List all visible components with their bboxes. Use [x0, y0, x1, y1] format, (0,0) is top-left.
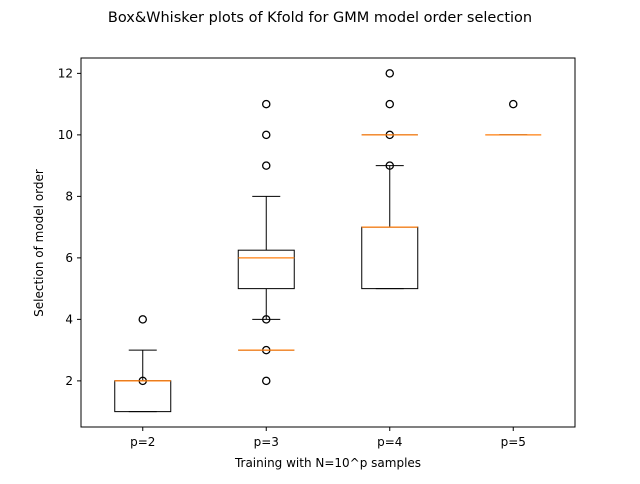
- box-iqr: [114, 380, 172, 413]
- y-tick-label: 2: [65, 374, 73, 388]
- box-iqr: [237, 249, 295, 290]
- outlier-point: [385, 99, 394, 109]
- y-tick-label: 12: [58, 66, 73, 80]
- outlier-point: [261, 130, 271, 140]
- y-axis-label: Selection of model order: [32, 169, 46, 317]
- box-iqr: [361, 226, 419, 290]
- y-tick-label: 8: [65, 189, 73, 203]
- outlier-point: [385, 69, 394, 78]
- y-tick-label: 10: [58, 128, 73, 142]
- x-axis-label: Training with N=10^p samples: [234, 456, 421, 470]
- outlier-point: [261, 161, 271, 170]
- outlier-point: [138, 315, 147, 324]
- y-tick-label: 4: [65, 312, 73, 326]
- x-tick-label: p=4: [377, 435, 402, 449]
- chart-title: Box&Whisker plots of Kfold for GMM model…: [108, 10, 532, 26]
- outlier-point: [508, 99, 518, 109]
- outlier-point: [261, 376, 271, 386]
- outlier-point: [385, 161, 394, 170]
- outlier-point: [261, 315, 271, 324]
- y-tick-label: 6: [65, 251, 73, 265]
- x-tick-label: p=3: [254, 435, 279, 449]
- outlier-point: [261, 99, 271, 109]
- x-tick-label: p=2: [130, 435, 155, 449]
- x-tick-label: p=5: [501, 435, 526, 449]
- axes-frame: [80, 57, 576, 428]
- plot-area: 2 4 6 8 10 12 p=2 p=3 p=4 p=5: [58, 57, 576, 449]
